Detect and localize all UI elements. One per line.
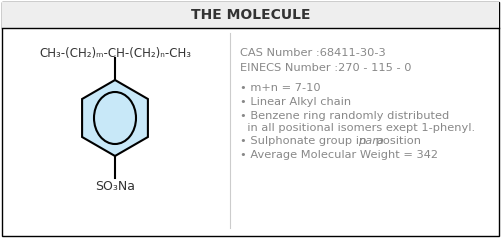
Text: in all positional isomers exept 1-phenyl.: in all positional isomers exept 1-phenyl… <box>240 123 475 133</box>
Text: CAS Number :68411-30-3: CAS Number :68411-30-3 <box>240 48 386 58</box>
Text: EINECS Number :270 - 115 - 0: EINECS Number :270 - 115 - 0 <box>240 63 411 73</box>
FancyBboxPatch shape <box>2 2 499 236</box>
Text: • Benzene ring randomly distributed: • Benzene ring randomly distributed <box>240 111 449 121</box>
FancyBboxPatch shape <box>2 2 499 28</box>
Text: SO₃Na: SO₃Na <box>95 179 135 193</box>
Text: THE MOLECULE: THE MOLECULE <box>191 8 311 22</box>
Text: • Average Molecular Weight = 342: • Average Molecular Weight = 342 <box>240 150 438 160</box>
Polygon shape <box>82 80 148 156</box>
Text: • Sulphonate group in: • Sulphonate group in <box>240 136 370 146</box>
Text: • Linear Alkyl chain: • Linear Alkyl chain <box>240 97 351 107</box>
Text: position: position <box>372 136 421 146</box>
Text: CH₃-(CH₂)ₘ-CH-(CH₂)ₙ-CH₃: CH₃-(CH₂)ₘ-CH-(CH₂)ₙ-CH₃ <box>39 46 191 60</box>
Text: para: para <box>358 136 384 146</box>
Text: • m+n = 7-10: • m+n = 7-10 <box>240 83 321 93</box>
